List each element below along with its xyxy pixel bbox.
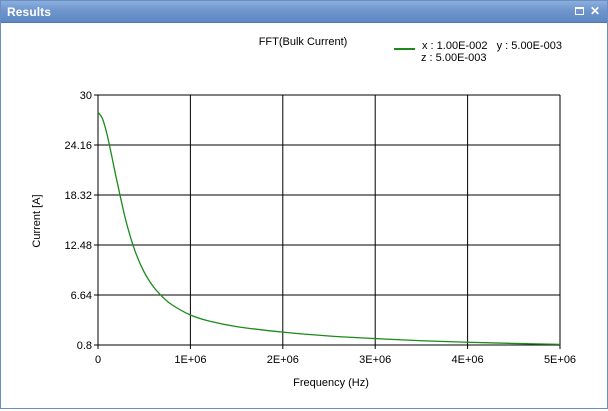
maximize-icon[interactable]: [573, 4, 587, 18]
chart-legend: x : 1.00E-002 y : 5.00E-003 z : 5.00E-00…: [394, 40, 562, 64]
series-line: [97, 111, 561, 346]
x-tick-label: 5E+06: [544, 354, 576, 366]
legend-entry-line2: z : 5.00E-003: [421, 52, 486, 64]
y-axis-ticks: 30 24.16 18.32 12.48 6.64 0.8: [64, 90, 92, 352]
y-tick-label: 12.48: [64, 240, 92, 252]
chart-grid: [94, 94, 561, 349]
x-axis-label: Frequency (Hz): [293, 377, 369, 389]
y-tick-label: 6.64: [71, 290, 92, 302]
window-titlebar[interactable]: Results ✕: [1, 1, 607, 23]
chart-title: FFT(Bulk Current): [259, 36, 348, 48]
x-tick-label: 0: [95, 354, 101, 366]
x-tick-label: 4E+06: [452, 354, 484, 366]
x-tick-label: 2E+06: [267, 354, 299, 366]
chart-area: FFT(Bulk Current) x : 1.00E-002 y : 5.00…: [3, 24, 605, 406]
y-tick-label: 24.16: [64, 140, 92, 152]
x-axis-ticks: 0 1E+06 2E+06 3E+06 4E+06 5E+06: [95, 354, 576, 366]
y-tick-label: 0.8: [77, 340, 92, 352]
y-axis-label: Current [A]: [31, 194, 43, 247]
window-title: Results: [7, 5, 52, 19]
x-tick-label: 1E+06: [174, 354, 206, 366]
fft-chart: FFT(Bulk Current) x : 1.00E-002 y : 5.00…: [31, 36, 576, 389]
close-icon[interactable]: ✕: [589, 4, 601, 18]
y-tick-label: 18.32: [64, 190, 92, 202]
y-tick-label: 30: [80, 90, 92, 102]
legend-entry-line1: x : 1.00E-002 y : 5.00E-003: [422, 40, 562, 52]
x-tick-label: 3E+06: [359, 354, 391, 366]
